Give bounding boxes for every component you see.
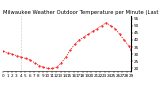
Text: Milwaukee Weather Outdoor Temperature per Minute (Last 24 Hours): Milwaukee Weather Outdoor Temperature pe… [3,10,160,15]
